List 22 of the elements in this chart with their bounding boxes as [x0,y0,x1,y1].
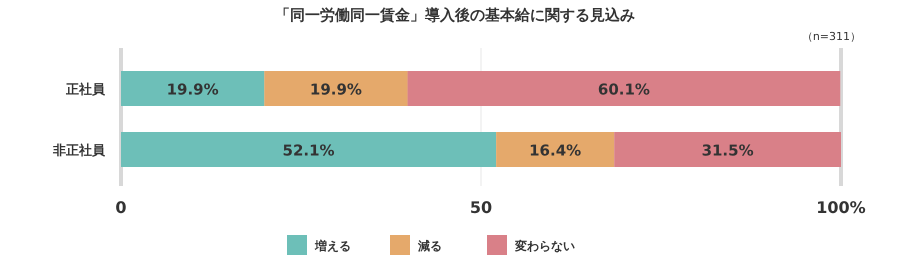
legend-label: 減る [417,239,442,253]
data-label: 52.1% [282,142,335,160]
y-tick-label: 非正社員 [52,142,106,158]
data-label: 19.9% [166,80,219,98]
text: （n=311） [802,30,861,43]
bar [121,132,496,167]
data-label: 19.9% [310,80,362,98]
bar [408,71,840,106]
chart-title: 「同一労働同一賃金」導入後の基本給に関する見込み [275,6,635,24]
legend-label: 増える [314,239,351,253]
y-tick-label: 正社員 [65,82,106,98]
bar [496,132,614,167]
bar [614,132,841,167]
bar [264,71,408,106]
legend-label: 変わらない [514,239,575,253]
bar [121,71,264,106]
data-label: 31.5% [702,142,754,160]
x-tick-label: 100% [816,198,866,217]
x-tick-label: 0 [115,198,127,217]
data-label: 60.1% [598,80,650,98]
x-tick-label: 50 [470,198,492,217]
data-label: 16.4% [529,142,582,160]
